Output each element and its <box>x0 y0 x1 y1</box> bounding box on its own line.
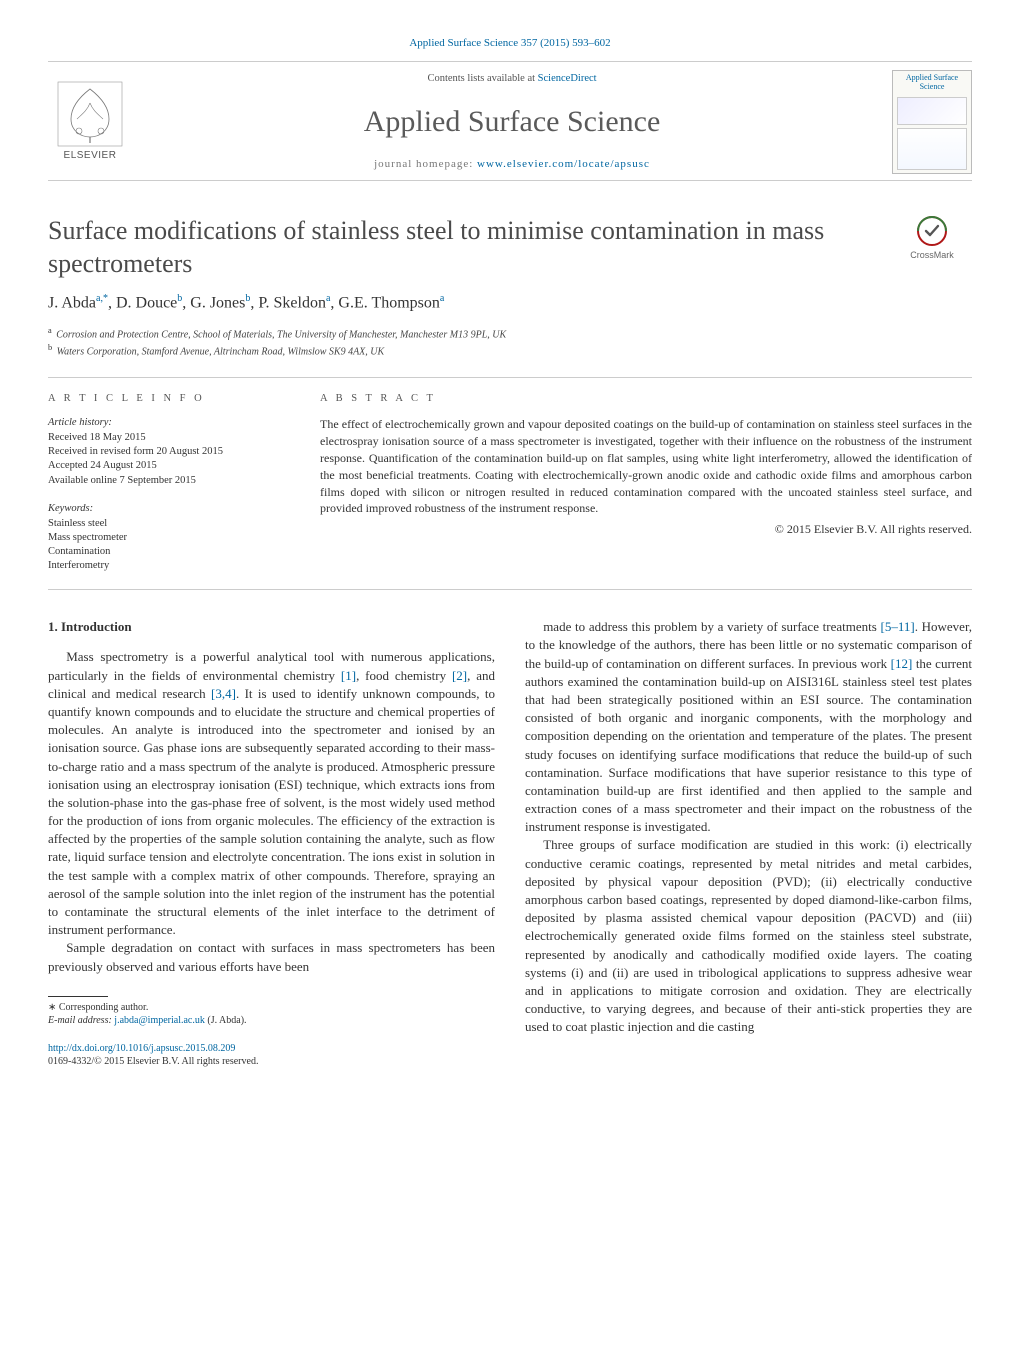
cover-graphic-2 <box>897 128 967 170</box>
journal-homepage-link[interactable]: www.elsevier.com/locate/apsusc <box>477 158 650 170</box>
author-affil-marker: b <box>177 293 182 304</box>
history-line: Accepted 24 August 2015 <box>48 459 290 473</box>
journal-header: ELSEVIER Contents lists available at Sci… <box>48 61 972 181</box>
history-line: Received 18 May 2015 <box>48 431 290 445</box>
article-info-heading: a r t i c l e i n f o <box>48 392 290 407</box>
contents-available: Contents lists available at ScienceDirec… <box>132 72 892 87</box>
article-info: a r t i c l e i n f o Article history: R… <box>48 392 290 573</box>
corresponding-email-link[interactable]: j.abda@imperial.ac.uk <box>114 1015 205 1026</box>
footnotes: ∗ Corresponding author. E-mail address: … <box>48 1001 495 1028</box>
header-center: Contents lists available at ScienceDirec… <box>132 72 892 172</box>
journal-name: Applied Surface Science <box>132 101 892 143</box>
keyword-lines: Stainless steelMass spectrometerContamin… <box>48 517 290 574</box>
crossmark-badge[interactable]: CrossMark <box>892 215 972 262</box>
abstract: a b s t r a c t The effect of electroche… <box>320 392 972 573</box>
email-label: E-mail address: <box>48 1015 114 1026</box>
body-column-left: 1. Introduction Mass spectrometry is a p… <box>48 618 495 1069</box>
history-line: Available online 7 September 2015 <box>48 474 290 488</box>
body-paragraph: made to address this problem by a variet… <box>525 618 972 836</box>
author-list: J. Abdaa,*, D. Douceb, G. Jonesb, P. Ske… <box>48 292 972 315</box>
body-column-right: made to address this problem by a variet… <box>525 618 972 1069</box>
history-heading: Article history: <box>48 416 290 431</box>
journal-homepage: journal homepage: www.elsevier.com/locat… <box>132 157 892 172</box>
section-heading-introduction: 1. Introduction <box>48 618 495 636</box>
reference-link[interactable]: [1] <box>341 668 356 683</box>
body-paragraph: Mass spectrometry is a powerful analytic… <box>48 648 495 939</box>
reference-link[interactable]: [5–11] <box>881 619 915 634</box>
corresponding-author-note: ∗ Corresponding author. <box>48 1001 495 1015</box>
footnote-rule <box>48 996 108 997</box>
email-tail: (J. Abda). <box>205 1015 247 1026</box>
body-paragraph: Three groups of surface modification are… <box>525 836 972 1036</box>
keyword-item: Stainless steel <box>48 517 290 531</box>
keyword-item: Interferometry <box>48 559 290 573</box>
affiliations: a Corrosion and Protection Centre, Schoo… <box>48 325 972 359</box>
keyword-item: Contamination <box>48 545 290 559</box>
keywords-heading: Keywords: <box>48 502 290 517</box>
contents-available-prefix: Contents lists available at <box>427 73 537 84</box>
abstract-copyright: © 2015 Elsevier B.V. All rights reserved… <box>320 521 972 538</box>
keywords-block: Keywords: Stainless steelMass spectromet… <box>48 502 290 573</box>
affiliation-line: b Waters Corporation, Stamford Avenue, A… <box>48 342 972 359</box>
elsevier-tree-icon <box>57 81 123 147</box>
affiliation-line: a Corrosion and Protection Centre, Schoo… <box>48 325 972 342</box>
journal-cover-thumbnail: Applied Surface Science <box>892 70 972 174</box>
article-title: Surface modifications of stainless steel… <box>48 215 892 280</box>
page: Applied Surface Science 357 (2015) 593–6… <box>0 0 1020 1109</box>
history-line: Received in revised form 20 August 2015 <box>48 445 290 459</box>
elsevier-logo-label: ELSEVIER <box>48 149 132 163</box>
reference-link[interactable]: [12] <box>891 656 913 671</box>
elsevier-logo: ELSEVIER <box>48 81 132 163</box>
author-affil-marker: a <box>440 293 444 304</box>
title-block: Surface modifications of stainless steel… <box>48 215 972 280</box>
crossmark-label: CrossMark <box>910 250 954 260</box>
body-columns: 1. Introduction Mass spectrometry is a p… <box>48 618 972 1069</box>
bottom-meta: http://dx.doi.org/10.1016/j.apsusc.2015.… <box>48 1042 495 1069</box>
reference-link[interactable]: [3,4] <box>211 686 236 701</box>
history-lines: Received 18 May 2015Received in revised … <box>48 431 290 488</box>
reference-link[interactable]: [2] <box>452 668 467 683</box>
author-affil-marker: a,* <box>96 293 108 304</box>
keyword-item: Mass spectrometer <box>48 531 290 545</box>
abstract-text: The effect of electrochemically grown an… <box>320 416 972 517</box>
journal-homepage-label: journal homepage: <box>374 158 477 170</box>
author-affil-marker: a <box>326 293 330 304</box>
cover-graphic-1 <box>897 97 967 125</box>
journal-cover-title: Applied Surface Science <box>893 71 971 95</box>
running-head-citation: Applied Surface Science 357 (2015) 593–6… <box>48 36 972 51</box>
author-affil-marker: b <box>245 293 250 304</box>
sciencedirect-link[interactable]: ScienceDirect <box>538 73 597 84</box>
info-abstract-row: a r t i c l e i n f o Article history: R… <box>48 377 972 590</box>
abstract-heading: a b s t r a c t <box>320 392 972 407</box>
email-line: E-mail address: j.abda@imperial.ac.uk (J… <box>48 1014 495 1028</box>
issn-copyright: 0169-4332/© 2015 Elsevier B.V. All right… <box>48 1055 495 1069</box>
crossmark-icon <box>916 215 948 247</box>
body-paragraph: Sample degradation on contact with surfa… <box>48 939 495 975</box>
doi-link[interactable]: http://dx.doi.org/10.1016/j.apsusc.2015.… <box>48 1043 235 1054</box>
